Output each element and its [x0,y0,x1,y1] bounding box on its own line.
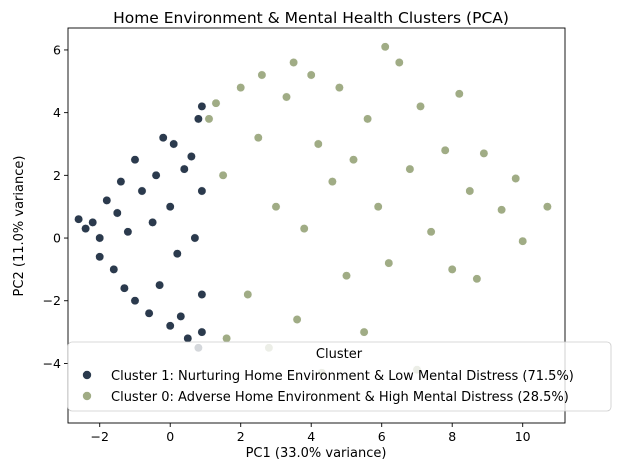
scatter-point-s0-18 [158,133,168,143]
scatter-point-s1-3 [222,333,232,343]
scatter-point-s1-27 [405,164,415,174]
scatter-point-s0-0 [74,214,84,224]
scatter-point-s0-27 [190,233,200,243]
scatter-point-s0-2 [88,217,98,227]
x-axis-label: PC1 (33.0% variance) [246,446,387,461]
scatter-point-s0-31 [197,186,207,196]
scatter-point-s1-25 [384,258,394,268]
scatter-point-s1-24 [380,42,390,52]
scatter-point-s0-3 [95,233,105,243]
scatter-point-s0-25 [183,333,193,343]
scatter-point-s1-6 [253,133,263,143]
scatter-point-s0-15 [148,217,158,227]
scatter-point-s0-20 [165,202,175,212]
scatter-point-s0-21 [169,139,179,149]
scatter-point-s1-14 [306,70,316,80]
scatter-point-s1-17 [327,177,337,187]
scatter-point-s1-22 [363,114,373,124]
y-tick-label-3: 2 [53,168,61,183]
scatter-point-s1-39 [518,236,528,246]
scatter-point-s1-1 [211,98,221,108]
scatter-point-s0-9 [119,283,129,293]
legend-marker-cluster-0 [82,391,92,401]
scatter-point-s0-33 [197,327,207,337]
y-axis-label: PC2 (11.0% variance) [12,156,27,297]
scatter-point-s0-32 [197,290,207,299]
scatter-point-s1-2 [218,170,228,180]
scatter-point-s0-1 [81,224,91,234]
legend-label-cluster-1: Cluster 1: Nurturing Home Environment & … [111,369,574,384]
scatter-point-s1-36 [479,148,489,158]
scatter-point-s0-24 [179,164,189,174]
scatter-point-s1-30 [426,227,436,237]
scatter-point-s0-4 [95,252,105,262]
scatter-point-s1-34 [465,186,475,196]
scatter-point-s0-10 [123,227,133,237]
scatter-point-s0-12 [130,296,140,306]
scatter-point-s1-0 [204,114,214,124]
scatter-point-s1-18 [334,83,344,93]
scatter-point-s1-12 [292,315,302,324]
scatter-point-s1-35 [472,274,482,284]
scatter-point-s0-5 [102,195,112,205]
scatter-point-s0-17 [155,280,165,290]
legend: Cluster Cluster 1: Nurturing Home Enviro… [67,341,612,412]
scatter-point-s1-31 [440,145,450,155]
scatter-point-s1-33 [454,89,464,99]
plot-frame [67,27,566,424]
scatter-point-s1-40 [542,202,552,212]
legend-title: Cluster [316,347,363,362]
scatter-point-s1-4 [236,83,246,93]
y-tick-label-5: 6 [53,42,61,57]
scatter-point-s0-8 [116,177,126,187]
y-tick-label-4: 4 [53,105,61,120]
y-tick-label-0: −4 [43,356,61,371]
scatter-point-s0-14 [144,308,154,318]
scatter-point-s0-22 [172,249,182,259]
scatter-point-s1-37 [497,205,507,215]
scatter-point-s1-23 [373,202,383,212]
x-tick-label-1: 0 [166,429,174,444]
scatter-point-s0-29 [193,114,203,124]
scatter-point-s1-9 [271,202,281,212]
scatter-point-s0-23 [176,311,186,321]
scatter-point-s1-21 [359,327,369,337]
scatter-point-s0-6 [109,264,119,274]
y-tick-label-2: 0 [53,231,61,246]
scatter-point-s0-16 [151,170,161,180]
scatter-point-s1-13 [299,224,309,234]
scatter-point-s1-20 [349,155,358,165]
legend-box [67,341,612,412]
tick-layer: −2 0 2 4 6 8 10 −4 −2 0 2 4 6 [43,42,531,444]
scatter-point-s1-15 [313,139,323,149]
chart-title: Home Environment & Mental Health Cluster… [113,9,509,27]
plot-layer [74,42,552,378]
x-tick-label-2: 2 [237,429,245,444]
x-tick-label-4: 6 [378,429,386,444]
scatter-point-s0-11 [130,155,140,165]
scatter-point-s1-32 [447,264,457,274]
scatter-point-s1-26 [394,58,404,67]
scatter-point-s0-13 [137,186,147,196]
y-tick-label-1: −2 [43,293,61,308]
x-tick-label-0: −2 [91,429,109,444]
scatter-point-s0-7 [112,208,122,218]
scatter-point-s0-19 [165,321,175,331]
legend-label-cluster-0: Cluster 0: Adverse Home Environment & Hi… [111,390,569,405]
scatter-point-s1-19 [342,271,351,281]
scatter-point-s1-10 [282,92,291,102]
x-tick-label-5: 8 [448,429,456,444]
scatter-point-s1-7 [257,70,267,80]
x-tick-label-3: 4 [307,429,315,444]
scatter-point-s0-26 [186,152,196,161]
x-tick-label-6: 10 [515,429,531,444]
scatter-point-s1-38 [511,174,521,183]
scatter-point-s0-30 [197,101,207,111]
scatter-point-s1-29 [416,101,425,111]
legend-marker-cluster-1 [82,370,92,380]
scatter-point-s1-5 [243,290,253,299]
scatter-point-s1-11 [289,58,299,67]
